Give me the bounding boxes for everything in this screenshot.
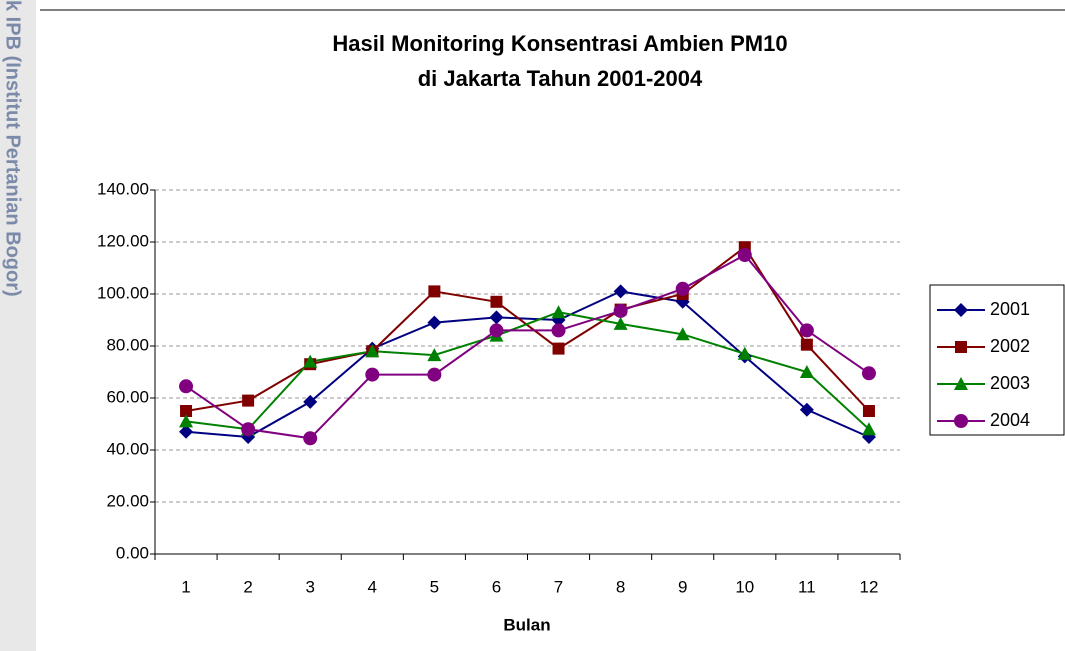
x-tick-label: 9 xyxy=(678,577,687,596)
point xyxy=(242,394,255,407)
legend-label: 2001 xyxy=(990,299,1030,319)
series-line xyxy=(185,290,870,439)
legend-marker xyxy=(954,414,968,428)
point xyxy=(365,367,380,382)
x-tick-label: 2 xyxy=(243,577,252,596)
x-tick-label: 4 xyxy=(368,577,377,596)
legend-label: 2004 xyxy=(990,410,1030,430)
y-tick-label: 120.00 xyxy=(97,231,149,250)
point xyxy=(427,315,442,330)
point xyxy=(799,365,814,378)
legend-marker xyxy=(954,377,968,390)
point xyxy=(675,281,690,296)
y-tick-label: 0.00 xyxy=(116,543,149,562)
point xyxy=(303,431,318,446)
x-tick-label: 1 xyxy=(181,577,190,596)
point xyxy=(427,367,442,382)
point xyxy=(552,342,565,355)
watermark: k IPB (Institut Pertanian Bogor) xyxy=(2,0,24,297)
y-tick-label: 140.00 xyxy=(97,179,149,198)
point xyxy=(861,366,876,381)
chart-subtitle: di Jakarta Tahun 2001-2004 xyxy=(418,66,703,91)
series-line xyxy=(185,311,870,431)
point xyxy=(180,405,193,417)
legend-marker xyxy=(955,341,967,353)
x-axis-label: Bulan xyxy=(503,615,550,634)
point xyxy=(303,394,318,409)
legend-label: 2002 xyxy=(990,336,1030,356)
point xyxy=(737,248,752,262)
series-line xyxy=(185,245,870,412)
point xyxy=(428,285,441,298)
chart-title: Hasil Monitoring Konsentrasi Ambien PM10 xyxy=(332,31,787,56)
point xyxy=(799,402,814,417)
x-tick-label: 8 xyxy=(616,577,625,596)
point xyxy=(861,422,876,436)
point xyxy=(489,323,504,338)
point xyxy=(179,379,194,394)
point xyxy=(862,405,875,417)
x-tick-label: 12 xyxy=(859,577,878,596)
point xyxy=(303,354,318,368)
series-line xyxy=(185,253,870,440)
point xyxy=(613,284,628,299)
x-tick-label: 5 xyxy=(430,577,439,596)
x-tick-label: 7 xyxy=(554,577,563,596)
point xyxy=(613,316,628,330)
point xyxy=(800,338,813,351)
side-strip xyxy=(0,0,36,651)
y-tick-label: 100.00 xyxy=(97,283,149,302)
y-tick-label: 20.00 xyxy=(106,491,149,510)
point xyxy=(365,344,380,358)
point xyxy=(490,295,503,308)
point xyxy=(179,424,194,439)
x-tick-label: 6 xyxy=(492,577,501,596)
point xyxy=(489,310,504,325)
y-tick-label: 40.00 xyxy=(106,439,149,458)
point xyxy=(613,303,628,318)
x-tick-label: 10 xyxy=(735,577,754,596)
point xyxy=(799,323,814,338)
point xyxy=(179,414,194,428)
point xyxy=(675,327,690,341)
point xyxy=(551,305,566,319)
y-tick-label: 60.00 xyxy=(106,387,149,406)
point xyxy=(737,346,752,360)
point xyxy=(427,348,442,362)
point xyxy=(241,422,256,437)
x-tick-label: 3 xyxy=(305,577,314,596)
legend-label: 2003 xyxy=(990,373,1030,393)
legend-marker xyxy=(954,303,968,317)
point xyxy=(551,323,566,338)
y-tick-label: 80.00 xyxy=(106,335,149,354)
x-tick-label: 11 xyxy=(798,577,816,596)
